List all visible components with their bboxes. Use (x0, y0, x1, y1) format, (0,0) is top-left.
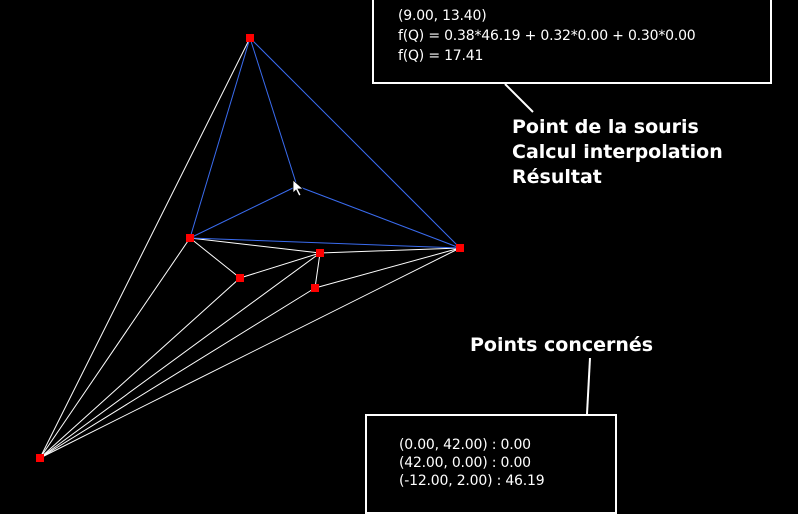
point-value-text: (-12.00, 2.00) : 46.19 (399, 473, 545, 489)
mesh-edge (314, 247, 461, 289)
vertex-point[interactable] (236, 274, 244, 282)
triangulation-canvas[interactable] (0, 0, 798, 496)
mesh-edge (239, 252, 321, 279)
highlight-edge (249, 37, 298, 187)
highlight-edge (189, 237, 461, 249)
callout-label-points-concerned: Points concernés (470, 334, 654, 356)
highlight-edge (249, 37, 461, 249)
vertex-point[interactable] (186, 234, 194, 242)
mesh-edge (39, 247, 461, 459)
highlight-triangle-edges (189, 37, 461, 249)
interpolation-result-box: (9.00, 13.40) f(Q) = 0.38*46.19 + 0.32*0… (372, 0, 772, 84)
mouse-pointer-icon (292, 179, 305, 197)
interpolation-result-text: f(Q) = 17.41 (398, 48, 484, 64)
highlight-edge (189, 37, 251, 239)
callout-leaders (504, 83, 591, 415)
highlight-edge (296, 185, 461, 249)
mesh-edge (319, 247, 461, 254)
interpolation-formula-text: f(Q) = 0.38*46.19 + 0.32*0.00 + 0.30*0.0… (398, 28, 696, 44)
point-value-text: (42.00, 0.00) : 0.00 (399, 455, 531, 471)
vertex-point[interactable] (311, 284, 319, 292)
point-value-text: (0.00, 42.00) : 0.00 (399, 437, 531, 453)
mesh-edge (39, 37, 251, 459)
mesh-edge (189, 237, 321, 254)
mesh-edge (39, 252, 321, 459)
callout-mouse-labels: Point de la souris Calcul interpolation … (512, 115, 723, 190)
mesh-edge (39, 277, 241, 459)
mesh-edge (39, 287, 316, 459)
mesh-edge (189, 237, 241, 279)
vertex-point[interactable] (246, 34, 254, 42)
vertex-point[interactable] (36, 454, 44, 462)
callout-label-interpolation: Calcul interpolation (512, 141, 723, 163)
callout-leader-result (504, 83, 534, 113)
mesh-edges (39, 37, 461, 459)
vertex-point[interactable] (316, 249, 324, 257)
vertex-point[interactable] (456, 244, 464, 252)
mesh-edge (39, 237, 191, 459)
mesh-edge (314, 252, 321, 289)
points-concerned-box: (0.00, 42.00) : 0.00 (42.00, 0.00) : 0.0… (365, 414, 617, 514)
mouse-coordinate-text: (9.00, 13.40) (398, 8, 487, 24)
callout-label-result: Résultat (512, 166, 602, 188)
callout-label-mouse-point: Point de la souris (512, 116, 699, 138)
mesh-vertices (36, 34, 464, 462)
highlight-edge (189, 185, 298, 239)
callout-leader-points (586, 357, 591, 415)
